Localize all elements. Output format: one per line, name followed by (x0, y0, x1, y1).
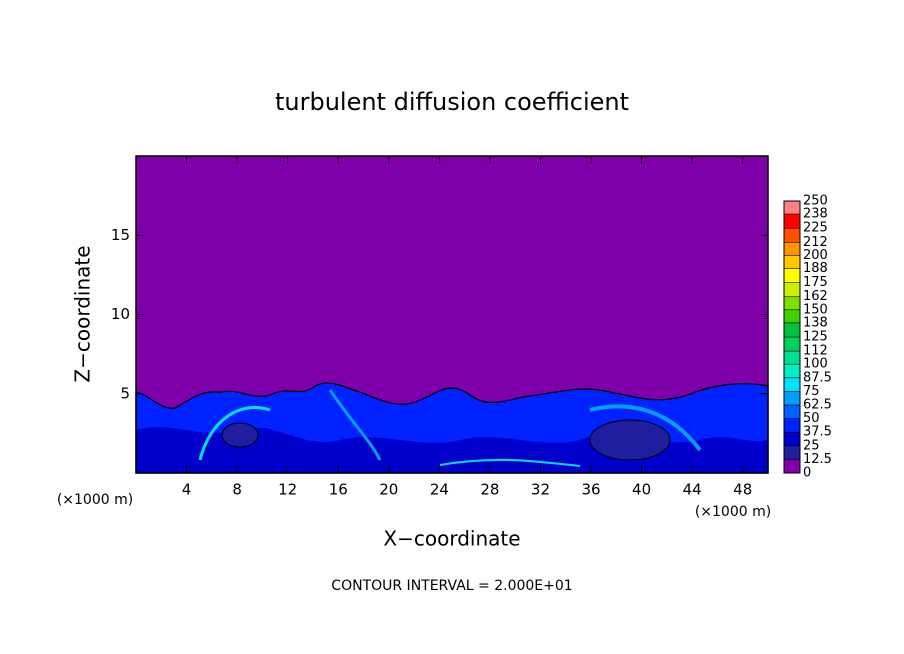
x-tick-label: 48 (733, 481, 752, 499)
colorbar-bin (784, 364, 800, 378)
colorbar-label: 200 (803, 248, 828, 263)
colorbar-bin (784, 391, 800, 405)
colorbar-label: 12.5 (803, 452, 832, 467)
field (135, 155, 769, 474)
x-tick-label: 40 (632, 481, 651, 499)
y-tick-label: 15 (111, 226, 130, 244)
colorbar-label: 50 (803, 411, 820, 426)
colorbar-label: 62.5 (803, 398, 832, 413)
colorbar-label: 87.5 (803, 370, 832, 385)
colorbar-bin (784, 432, 800, 446)
y-unit-label: (×1000 m) (57, 492, 133, 508)
colorbar-label: 175 (803, 275, 828, 290)
colorbar-label: 25 (803, 438, 820, 453)
colorbar-label: 212 (803, 235, 828, 250)
x-tick-label: 8 (232, 481, 242, 499)
colorbar-bin (784, 282, 800, 297)
x-tick-label: 32 (531, 481, 550, 499)
x-tick-label: 16 (329, 481, 348, 499)
x-tick-label: 36 (581, 481, 600, 499)
colorbar-label: 0 (803, 466, 811, 481)
colorbar-bin (784, 296, 800, 310)
x-unit-label: (×1000 m) (695, 504, 771, 520)
field-streak (198, 405, 271, 461)
field-streak (589, 404, 702, 452)
colorbar-label: 112 (803, 344, 828, 359)
colorbar-label: 150 (803, 302, 828, 317)
colorbar-label: 37.5 (803, 425, 832, 440)
footer: CONTOUR INTERVAL = 2.000E+01 (331, 578, 572, 594)
y-axis-label: Z−coordinate (71, 245, 95, 382)
colorbar-bin (784, 445, 800, 460)
x-axis-label: X−coordinate (383, 527, 520, 551)
colorbar-bin (784, 418, 800, 433)
colorbar-bin (784, 322, 800, 337)
colorbar-label: 125 (803, 330, 828, 345)
colorbar-bin (784, 377, 800, 392)
colorbar-bin (784, 214, 800, 229)
colorbar-bin (784, 228, 800, 243)
colorbar-bin (784, 309, 800, 323)
x-tick-label: 4 (182, 481, 192, 499)
chart-title: turbulent diffusion coefficient (275, 88, 629, 116)
colorbar-bin (784, 337, 800, 352)
colorbar-bin (784, 459, 800, 473)
colorbar-bin (784, 255, 800, 269)
colorbar-bin (784, 242, 800, 256)
colorbar-label: 75 (803, 384, 820, 399)
x-tick-label: 24 (430, 481, 449, 499)
colorbar-label: 225 (803, 221, 828, 236)
x-tick-label: 44 (683, 481, 702, 499)
field-region (221, 422, 259, 448)
colorbar-bin (784, 201, 800, 215)
colorbar-label: 138 (803, 315, 828, 330)
y-tick-label: 5 (120, 384, 130, 402)
field-streak (328, 389, 382, 461)
colorbar-bin (784, 351, 800, 365)
colorbar-label: 238 (803, 207, 828, 222)
colorbar-label: 100 (803, 357, 828, 372)
colorbar-label: 188 (803, 261, 828, 276)
field-streak (439, 458, 581, 467)
x-tick-label: 12 (278, 481, 297, 499)
x-tick-label: 28 (480, 481, 499, 499)
colorbar-label: 162 (803, 289, 828, 304)
colorbar-bin (784, 268, 800, 283)
field-region (589, 419, 671, 461)
colorbar-label: 250 (803, 194, 828, 209)
colorbar-bin (784, 405, 800, 419)
x-tick-label: 20 (379, 481, 398, 499)
y-tick-label: 10 (111, 305, 130, 323)
